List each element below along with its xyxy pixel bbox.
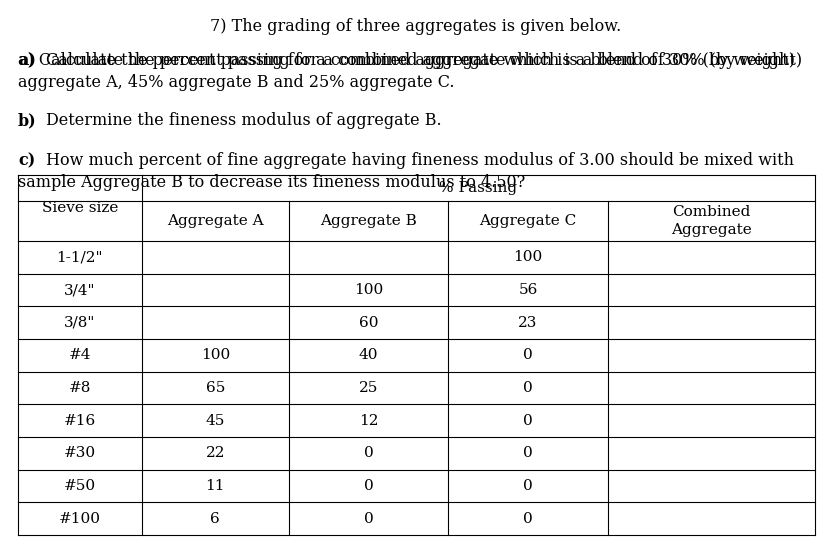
Text: 45: 45 (206, 414, 225, 428)
Text: 0: 0 (364, 479, 373, 493)
Text: 0: 0 (523, 446, 533, 460)
Text: sample Aggregate B to decrease its fineness modulus to 4.50?: sample Aggregate B to decrease its finen… (18, 174, 526, 191)
Text: 6: 6 (211, 512, 220, 526)
Text: 12: 12 (359, 414, 378, 428)
Text: 11: 11 (206, 479, 225, 493)
Text: % Passing: % Passing (439, 181, 517, 195)
Text: 1-1/2": 1-1/2" (57, 250, 103, 264)
Text: 100: 100 (513, 250, 543, 264)
Text: #4: #4 (68, 348, 91, 362)
Text: 0: 0 (523, 348, 533, 362)
Text: 3/8": 3/8" (64, 315, 96, 330)
Text: 0: 0 (523, 414, 533, 428)
Text: 40: 40 (359, 348, 378, 362)
Text: 60: 60 (359, 315, 378, 330)
Text: 56: 56 (518, 283, 538, 297)
Text: Aggregate B: Aggregate B (321, 214, 417, 228)
Text: 0: 0 (523, 381, 533, 395)
Text: 100: 100 (354, 283, 383, 297)
Text: aggregate A, 45% aggregate B and 25% aggregate C.: aggregate A, 45% aggregate B and 25% agg… (18, 74, 455, 91)
Text: 7) The grading of three aggregates is given below.: 7) The grading of three aggregates is gi… (211, 18, 621, 35)
Text: #16: #16 (63, 414, 96, 428)
Text: 0: 0 (523, 512, 533, 526)
Text: #50: #50 (63, 479, 96, 493)
Text: 3/4": 3/4" (64, 283, 96, 297)
Text: 65: 65 (206, 381, 225, 395)
Text: #100: #100 (59, 512, 101, 526)
Text: #8: #8 (68, 381, 91, 395)
Text: Combined
Aggregate: Combined Aggregate (671, 205, 751, 237)
Text: 0: 0 (364, 446, 373, 460)
Text: Aggregate C: Aggregate C (480, 214, 576, 228)
Text: a) Calculate the percent passing for a combined aggregate which is a blend of 30: a) Calculate the percent passing for a c… (18, 52, 795, 69)
Text: How much percent of fine aggregate having fineness modulus of 3.00 should be mix: How much percent of fine aggregate havin… (46, 152, 794, 169)
Text: #30: #30 (63, 446, 96, 460)
Text: b): b) (18, 112, 37, 129)
Text: 0: 0 (523, 479, 533, 493)
Text: 0: 0 (364, 512, 373, 526)
Text: a): a) (18, 52, 36, 69)
Text: Aggregate A: Aggregate A (167, 214, 263, 228)
Text: c): c) (18, 152, 35, 169)
Text: 25: 25 (359, 381, 378, 395)
Text: 22: 22 (206, 446, 225, 460)
Text: Sieve size: Sieve size (42, 201, 118, 215)
Text: Calculate the percent passing for a combined aggregate which is a blend of 30% (: Calculate the percent passing for a comb… (46, 52, 802, 69)
Text: 23: 23 (518, 315, 538, 330)
Text: 100: 100 (201, 348, 230, 362)
Text: Determine the fineness modulus of aggregate B.: Determine the fineness modulus of aggreg… (46, 112, 441, 129)
